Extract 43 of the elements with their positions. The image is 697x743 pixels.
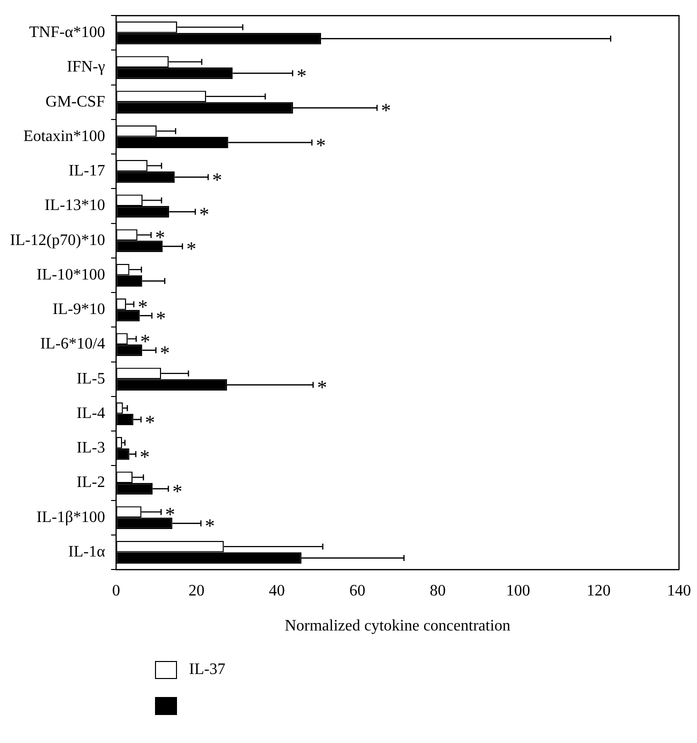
annotation: * xyxy=(204,516,215,538)
y-tick-label: IL-17 xyxy=(68,162,106,180)
annotation: * xyxy=(165,504,176,526)
annotation: * xyxy=(140,446,150,468)
y-tick-label: IL-5 xyxy=(76,370,106,388)
x-axis-title: Normalized cytokine concentration xyxy=(284,618,510,635)
annotation: * xyxy=(296,66,307,88)
y-tick-label: Eotaxin*100 xyxy=(23,128,106,145)
y-tick-label: IL-4 xyxy=(76,404,106,422)
y-tick-label: GM-CSF xyxy=(46,93,106,110)
annotation: * xyxy=(316,134,326,157)
annotation: * xyxy=(172,481,182,503)
x-tick-label: 100 xyxy=(506,582,530,600)
y-tick-label: IL-2 xyxy=(76,474,106,492)
annotation: * xyxy=(138,296,148,318)
annotation: * xyxy=(156,308,166,330)
y-tick-label: IL-6*10/4 xyxy=(40,336,106,353)
y-tick-label: IL-3 xyxy=(76,440,106,457)
annotation: * xyxy=(186,238,196,261)
annotation: * xyxy=(145,412,156,434)
annotation: * xyxy=(212,169,222,192)
y-tick-label: IL-1α xyxy=(68,543,106,560)
y-tick-label: IL-12(p70)*10 xyxy=(10,232,106,249)
x-tick-label: 120 xyxy=(586,582,611,600)
annotation: * xyxy=(381,100,392,122)
x-tick-label: 0 xyxy=(112,582,120,600)
y-tick-label: IFN-γ xyxy=(66,58,106,76)
x-tick-label: 140 xyxy=(667,582,691,600)
y-tick-label: TNF-α*100 xyxy=(29,24,106,42)
x-tick-label: 80 xyxy=(430,582,446,600)
annotation: * xyxy=(160,342,170,364)
x-tick-label: 20 xyxy=(188,582,204,600)
y-tick-label: IL-9*10 xyxy=(52,301,106,318)
x-tick-label: 40 xyxy=(268,582,285,600)
annotation: * xyxy=(155,227,166,250)
annotation: * xyxy=(199,204,210,226)
text: IL-37 xyxy=(189,661,226,679)
x-tick-label: 60 xyxy=(349,582,366,600)
annotation: * xyxy=(140,331,150,354)
y-tick-label: IL-1β*100 xyxy=(36,508,106,526)
annotation: * xyxy=(317,377,328,400)
y-tick-label: IL-10*100 xyxy=(36,266,106,284)
y-tick-label: IL-13*10 xyxy=(44,197,106,214)
